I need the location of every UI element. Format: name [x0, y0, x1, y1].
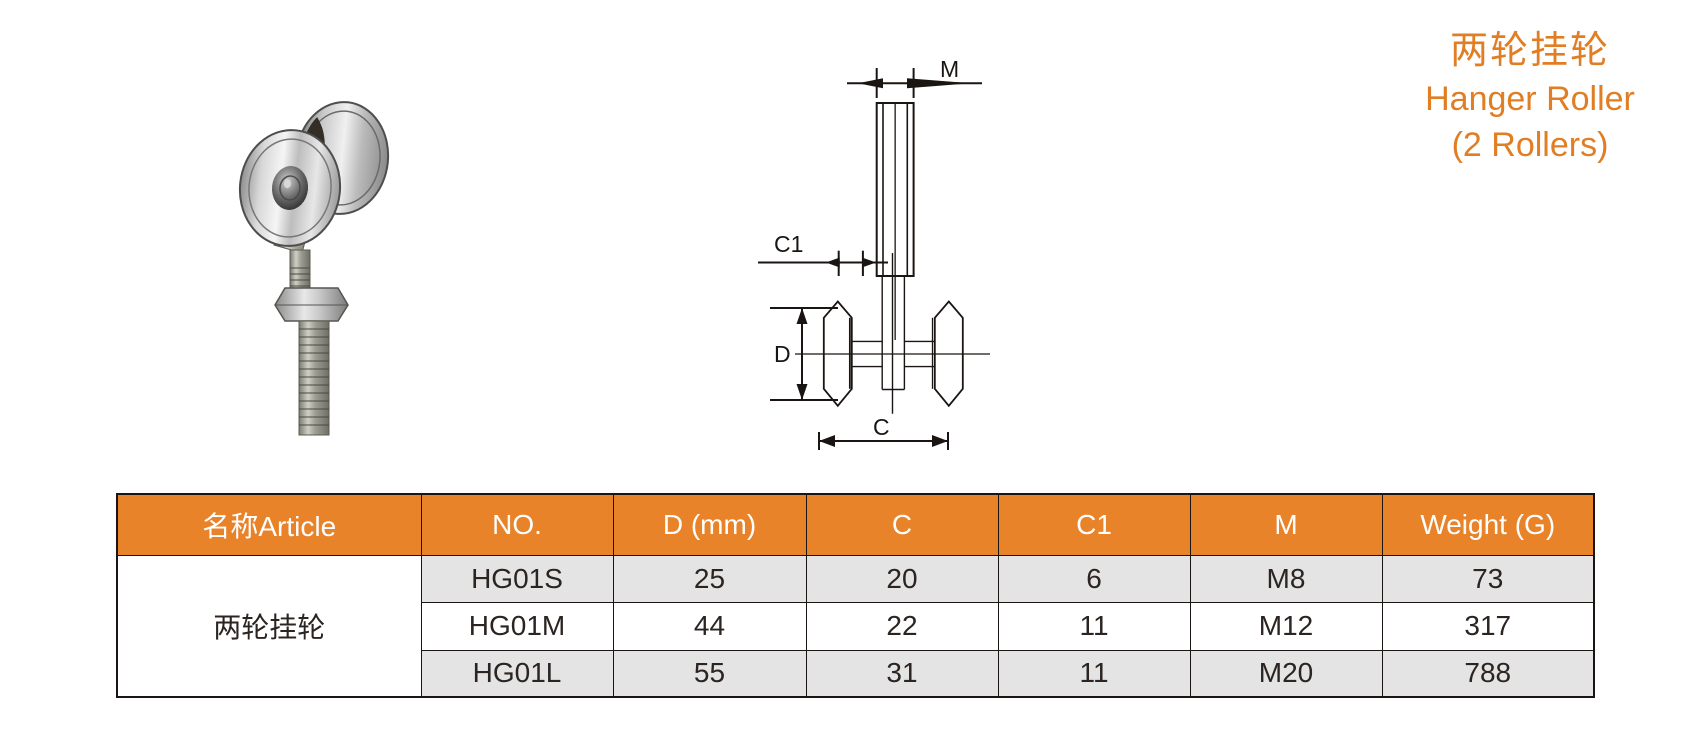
svg-text:D: D [774, 341, 791, 367]
svg-text:C1: C1 [774, 231, 803, 257]
svg-text:M: M [940, 56, 959, 82]
svg-text:C: C [873, 414, 890, 440]
